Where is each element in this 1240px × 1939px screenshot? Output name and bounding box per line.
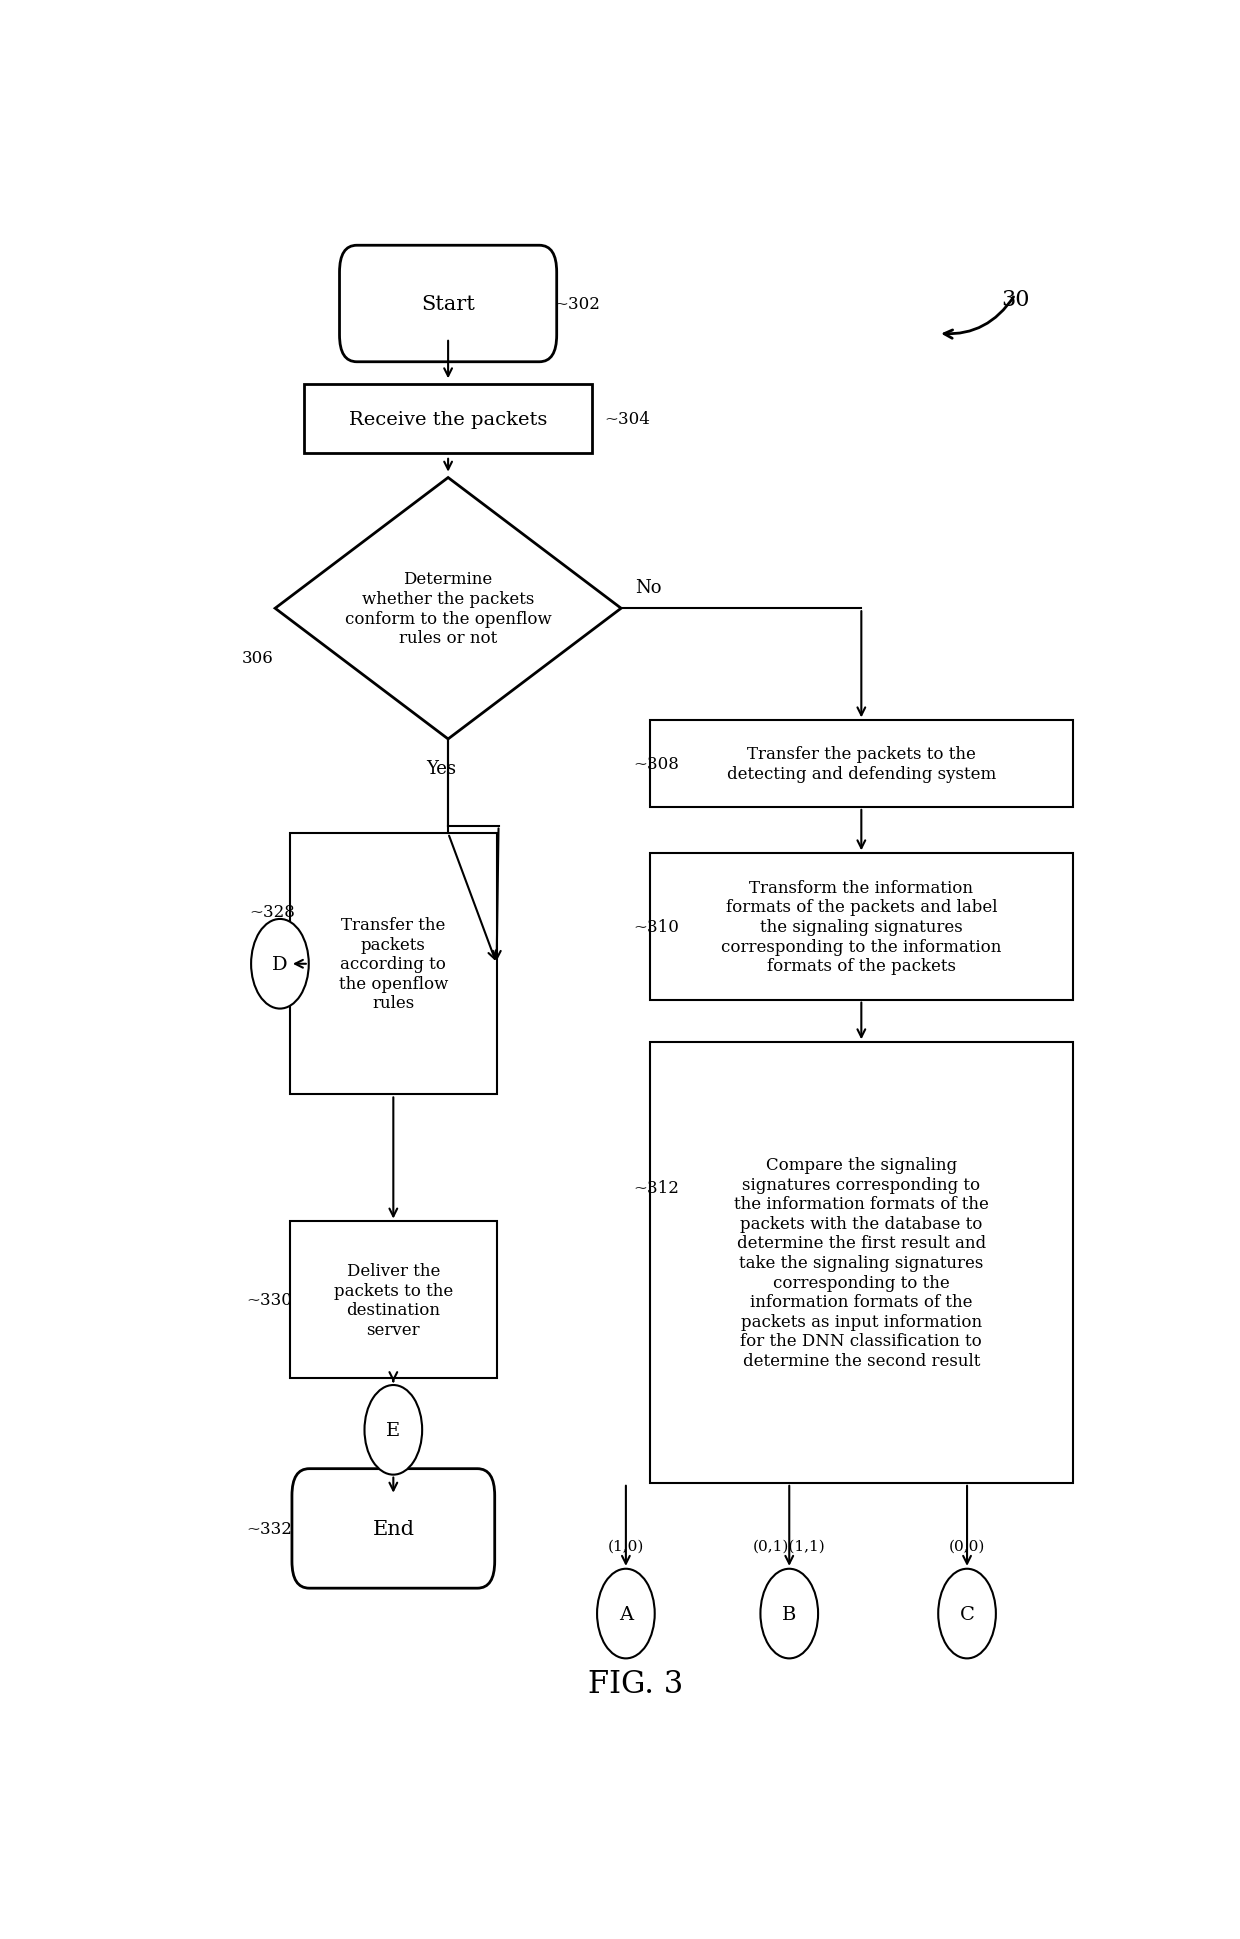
Bar bbox=[290, 834, 497, 1096]
Text: ~302: ~302 bbox=[554, 297, 600, 312]
Text: ~330: ~330 bbox=[247, 1291, 293, 1309]
Text: Compare the signaling
signatures corresponding to
the information formats of the: Compare the signaling signatures corresp… bbox=[734, 1156, 988, 1369]
Bar bbox=[650, 721, 1073, 807]
FancyBboxPatch shape bbox=[291, 1470, 495, 1588]
Text: ~328: ~328 bbox=[249, 904, 295, 921]
Text: 306: 306 bbox=[242, 650, 273, 667]
Text: End: End bbox=[372, 1518, 414, 1538]
Text: E: E bbox=[387, 1421, 401, 1439]
Polygon shape bbox=[275, 479, 621, 739]
Text: Deliver the
packets to the
destination
server: Deliver the packets to the destination s… bbox=[334, 1262, 453, 1338]
Bar bbox=[304, 386, 593, 454]
Text: D: D bbox=[272, 956, 288, 973]
Text: Receive the packets: Receive the packets bbox=[348, 411, 547, 429]
Text: ~312: ~312 bbox=[634, 1179, 680, 1196]
Text: Yes: Yes bbox=[427, 760, 456, 778]
Text: 30: 30 bbox=[1001, 289, 1029, 310]
Text: C: C bbox=[960, 1605, 975, 1623]
Text: Transform the information
formats of the packets and label
the signaling signatu: Transform the information formats of the… bbox=[722, 878, 1002, 975]
Text: A: A bbox=[619, 1605, 632, 1623]
Text: Transfer the
packets
according to
the openflow
rules: Transfer the packets according to the op… bbox=[339, 917, 448, 1012]
Text: (0,1)(1,1): (0,1)(1,1) bbox=[753, 1538, 826, 1553]
Text: ~332: ~332 bbox=[247, 1520, 293, 1538]
Text: ~304: ~304 bbox=[605, 411, 651, 429]
Text: No: No bbox=[635, 580, 662, 597]
Circle shape bbox=[250, 919, 309, 1008]
Text: B: B bbox=[782, 1605, 796, 1623]
Text: Transfer the packets to the
detecting and defending system: Transfer the packets to the detecting an… bbox=[727, 747, 996, 783]
FancyBboxPatch shape bbox=[340, 246, 557, 363]
Bar bbox=[290, 1222, 497, 1379]
Circle shape bbox=[365, 1384, 422, 1476]
Bar bbox=[650, 853, 1073, 1001]
Text: (1,0): (1,0) bbox=[608, 1538, 644, 1553]
Circle shape bbox=[596, 1569, 655, 1658]
Text: FIG. 3: FIG. 3 bbox=[588, 1668, 683, 1699]
Circle shape bbox=[939, 1569, 996, 1658]
Text: Start: Start bbox=[422, 295, 475, 314]
Text: Determine
whether the packets
conform to the openflow
rules or not: Determine whether the packets conform to… bbox=[345, 572, 552, 648]
Bar bbox=[650, 1043, 1073, 1483]
Text: (0,0): (0,0) bbox=[949, 1538, 986, 1553]
Circle shape bbox=[760, 1569, 818, 1658]
Text: ~308: ~308 bbox=[634, 756, 680, 774]
Text: ~310: ~310 bbox=[634, 919, 680, 935]
